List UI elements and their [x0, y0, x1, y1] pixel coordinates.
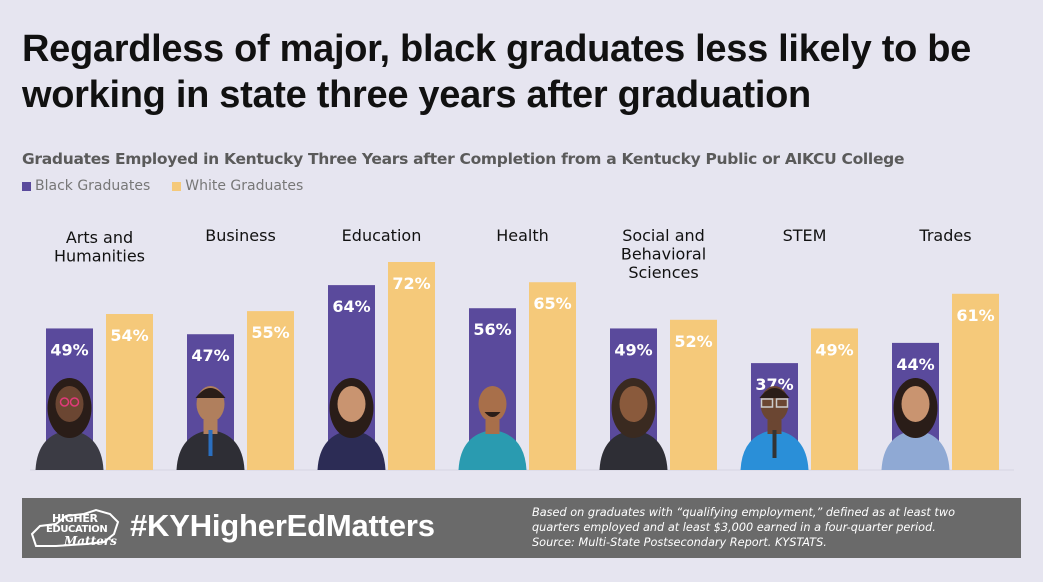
avatar-beard [484, 412, 501, 417]
chart-subtitle: Graduates Employed in Kentucky Three Yea… [22, 150, 905, 168]
data-label: 44% [896, 355, 934, 374]
category-label: Education [342, 226, 422, 245]
data-label: 56% [473, 320, 511, 339]
category-label: Trades [918, 226, 971, 245]
data-label: 49% [50, 340, 88, 359]
data-label: 47% [191, 346, 229, 365]
graduate-avatar-icon [599, 378, 668, 470]
legend-item-white: White Graduates [172, 178, 303, 194]
avatar-tie [772, 430, 777, 458]
category-label: Arts and [66, 228, 133, 247]
category-label: Behavioral [621, 245, 706, 264]
logo-line3: Matters [64, 534, 117, 548]
avatar-head [337, 386, 366, 422]
data-label: 49% [614, 340, 652, 359]
data-label: 52% [674, 332, 712, 351]
note-line: Source: Multi-State Postsecondary Report… [532, 536, 827, 549]
bar-white-graduates [247, 311, 294, 470]
category-label: Humanities [54, 247, 145, 266]
bar-white-graduates [811, 328, 858, 470]
bar-white-graduates [529, 282, 576, 470]
legend-item-black: Black Graduates [22, 178, 150, 194]
category-label: STEM [783, 226, 827, 245]
graduate-avatar-icon [458, 386, 527, 470]
bar-white-graduates [670, 319, 717, 470]
hashtag: #KYHigherEdMatters [130, 508, 435, 543]
data-label: 37% [755, 375, 793, 394]
data-label: 49% [815, 340, 853, 359]
avatar-glasses [59, 397, 70, 407]
category-label: Health [496, 226, 549, 245]
avatar-glasses [760, 398, 774, 408]
data-label: 72% [392, 274, 430, 293]
avatar-head [901, 386, 930, 422]
graduate-avatar-icon [35, 378, 104, 470]
legend-swatch-black [22, 181, 31, 191]
data-label: 65% [533, 294, 571, 313]
avatar-body [458, 430, 527, 470]
graduate-avatar-icon [881, 378, 950, 470]
avatar-tie [208, 430, 213, 456]
category-label: Business [205, 226, 276, 245]
bar-white-graduates [952, 293, 999, 470]
avatar-neck [485, 420, 500, 434]
bar-white-graduates [106, 314, 153, 470]
avatar-neck [203, 420, 218, 434]
graduate-avatar-icon [317, 378, 386, 470]
legend-label-white: White Graduates [185, 178, 304, 194]
avatar-body [599, 430, 668, 470]
category-label: Social and [622, 226, 705, 245]
avatar-head [55, 386, 84, 422]
data-label: 55% [251, 323, 289, 342]
note-line: quarters employed and at least $3,000 ea… [532, 521, 936, 534]
graduate-avatar-icon [176, 386, 245, 470]
graduate-avatar-icon [740, 386, 809, 470]
legend: Black Graduates White Graduates [22, 178, 303, 194]
avatar-body [317, 430, 386, 470]
avatar-body [35, 430, 104, 470]
note-line: Based on graduates with “qualifying empl… [532, 506, 956, 519]
avatar-head [619, 386, 648, 422]
avatar-body [881, 430, 950, 470]
source-note: Based on graduates with “qualifying empl… [532, 505, 1012, 550]
data-label: 64% [332, 297, 370, 316]
higher-education-matters-logo: HIGHER EDUCATION Matters [26, 504, 122, 554]
avatar-glasses [775, 398, 789, 408]
data-label: 61% [956, 306, 994, 325]
avatar-neck [767, 420, 782, 434]
category-label: Sciences [628, 263, 698, 282]
avatar-hair [195, 388, 226, 398]
bar-white-graduates [388, 262, 435, 470]
footer-banner: HIGHER EDUCATION Matters #KYHigherEdMatt… [22, 498, 1021, 558]
logo-line2: EDUCATION [46, 524, 108, 535]
avatar-glasses [69, 397, 80, 407]
logo-line1: HIGHER [52, 512, 98, 525]
legend-label-black: Black Graduates [35, 178, 151, 194]
kentucky-map-icon [30, 508, 120, 547]
avatar-hair [759, 388, 790, 398]
legend-swatch-white [172, 181, 182, 191]
data-label: 54% [110, 326, 148, 345]
chart-title: Regardless of major, black graduates les… [22, 28, 971, 116]
